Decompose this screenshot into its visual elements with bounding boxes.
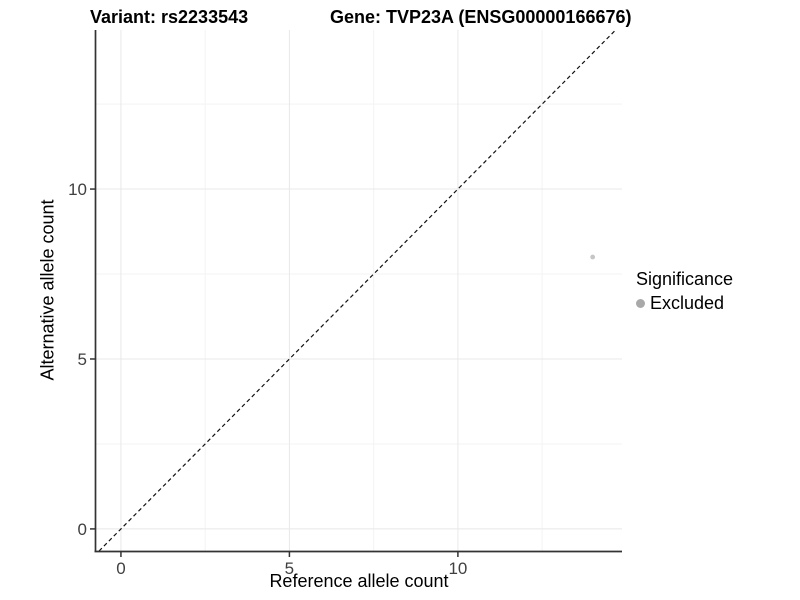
y-tick-label: 10 — [68, 180, 87, 199]
legend-marker-icon — [636, 299, 645, 308]
legend-item-label: Excluded — [650, 293, 725, 313]
x-tick-label: 5 — [285, 559, 294, 578]
x-axis-title: Reference allele count — [269, 571, 449, 591]
x-tick-label: 10 — [448, 559, 467, 578]
x-tick-label: 0 — [116, 559, 125, 578]
legend-title: Significance — [636, 269, 734, 289]
legend-item-excluded: Excluded — [636, 293, 733, 314]
y-tick-label: 5 — [78, 350, 87, 369]
y-axis-title: Alternative allele count — [37, 199, 58, 381]
legend: Significance Excluded — [636, 269, 733, 314]
y-tick-label: 0 — [78, 520, 87, 539]
identity-dashed-line — [98, 29, 617, 552]
plot-title-gene: Gene: TVP23A (ENSG00000166676) — [330, 7, 632, 27]
plot-title-variant: Variant: rs2233543 — [90, 7, 249, 27]
data-point — [590, 254, 596, 260]
